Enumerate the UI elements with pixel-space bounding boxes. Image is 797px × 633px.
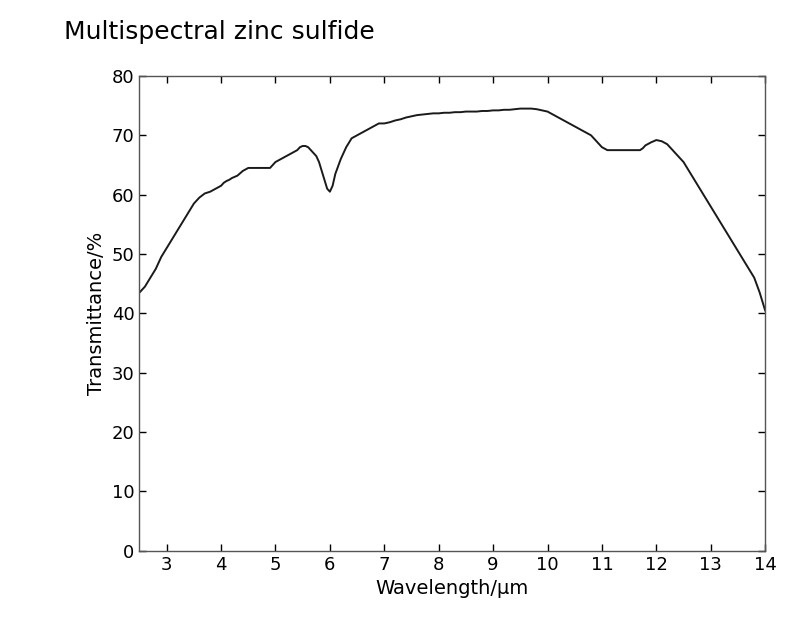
Y-axis label: Transmittance/%: Transmittance/% — [88, 232, 106, 395]
X-axis label: Wavelength/μm: Wavelength/μm — [375, 579, 529, 598]
Text: Multispectral zinc sulfide: Multispectral zinc sulfide — [64, 20, 375, 44]
